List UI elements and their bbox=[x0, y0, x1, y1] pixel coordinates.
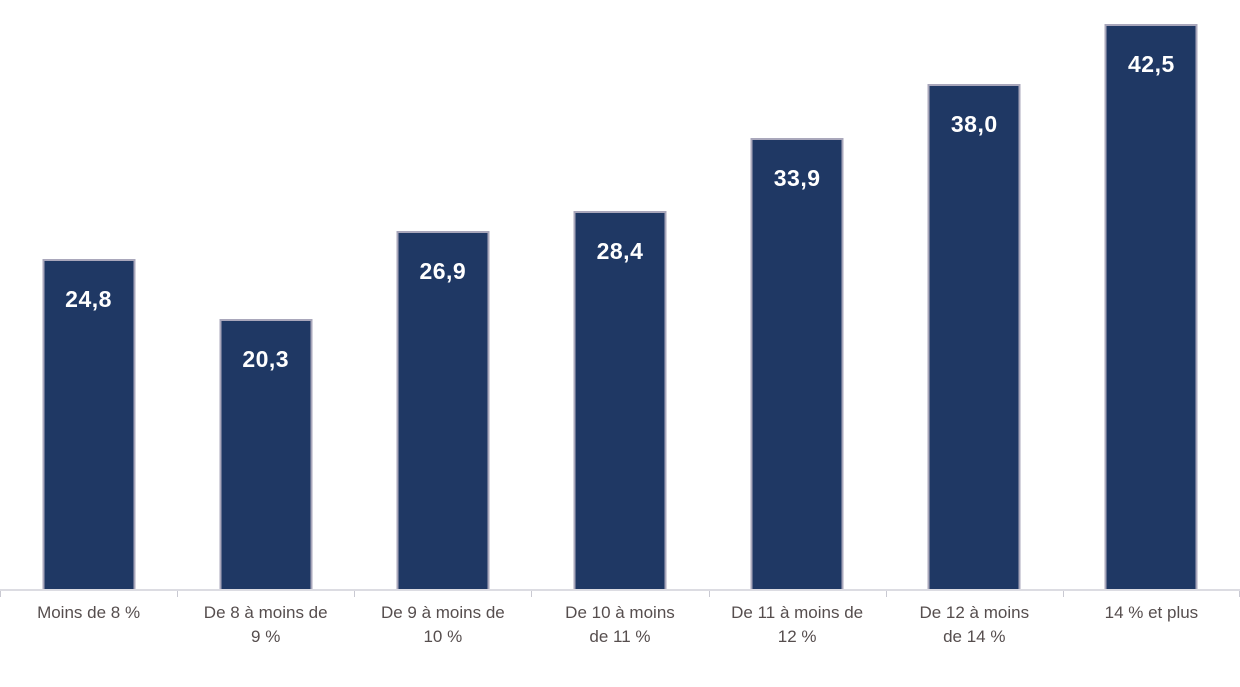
x-axis-line bbox=[0, 589, 1240, 597]
x-axis-label: 14 % et plus bbox=[1104, 603, 1199, 622]
bar-column: 33,9 bbox=[709, 0, 886, 589]
axis-tick-mark bbox=[0, 591, 1, 597]
axis-tick-mark bbox=[886, 591, 887, 597]
bar-column: 24,8 bbox=[0, 0, 177, 589]
bar: 38,0 bbox=[927, 84, 1021, 589]
bar: 26,9 bbox=[396, 231, 490, 589]
bar-value-label: 38,0 bbox=[950, 111, 998, 137]
bar-column: 28,4 bbox=[531, 0, 708, 589]
plot-area: 24,8 20,3 26,9 28,4 33,9 38,0 42,5 bbox=[0, 0, 1240, 589]
bar-value-label: 20,3 bbox=[242, 346, 290, 372]
axis-tick-mark bbox=[1063, 591, 1064, 597]
bar: 42,5 bbox=[1104, 24, 1198, 589]
bar: 33,9 bbox=[750, 138, 844, 589]
bar-column: 20,3 bbox=[177, 0, 354, 589]
x-axis-label: De 10 à moins de 11 % bbox=[565, 603, 675, 646]
axis-tick-mark bbox=[531, 591, 532, 597]
x-axis-label: De 12 à moins de 14 % bbox=[919, 603, 1030, 646]
axis-tick-mark bbox=[177, 591, 178, 597]
bar: 20,3 bbox=[219, 319, 313, 589]
bar-value-label: 28,4 bbox=[596, 238, 644, 264]
bar-column: 26,9 bbox=[354, 0, 531, 589]
x-axis-label: De 11 à moins de 12 % bbox=[731, 603, 864, 646]
bar-value-label: 42,5 bbox=[1128, 51, 1175, 77]
bar-column: 38,0 bbox=[886, 0, 1063, 589]
x-axis-label: Moins de 8 % bbox=[37, 603, 141, 622]
bar-value-label: 26,9 bbox=[419, 258, 467, 284]
x-axis-labels: Moins de 8 % De 8 à moins de 9 % De 9 à mo… bbox=[0, 601, 1240, 649]
bar-column: 42,5 bbox=[1063, 0, 1240, 589]
x-axis-label: De 9 à moins de 10 % bbox=[380, 603, 505, 646]
axis-tick-mark bbox=[709, 591, 710, 597]
bar: 28,4 bbox=[573, 211, 667, 589]
bar-value-label: 33,9 bbox=[773, 165, 821, 191]
axis-tick-mark bbox=[354, 591, 355, 597]
x-axis-label: De 8 à moins de 9 % bbox=[203, 603, 328, 646]
bar: 24,8 bbox=[42, 259, 136, 589]
bar-value-label: 24,8 bbox=[65, 286, 112, 312]
